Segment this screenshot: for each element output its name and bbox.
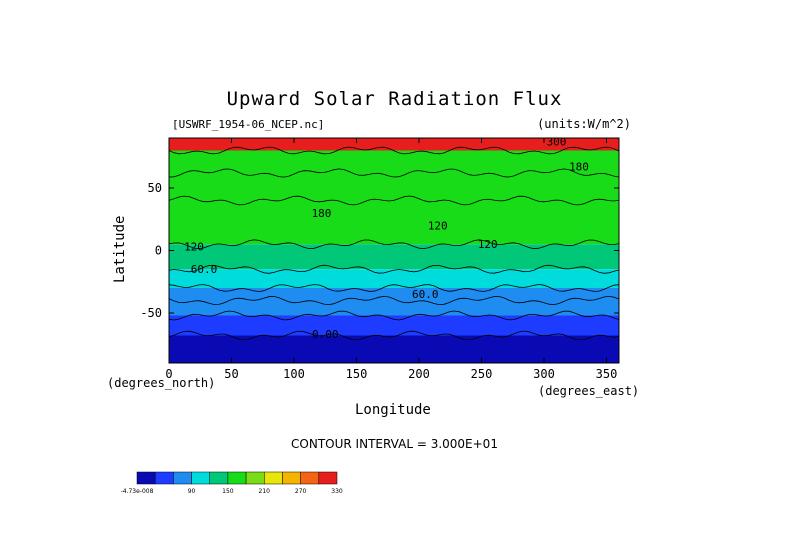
colorbar-label-2: 150 (222, 488, 234, 495)
heatmap-band-2 (169, 173, 619, 201)
heatmap-band-5 (169, 269, 619, 288)
colorbar-swatch-7 (264, 471, 283, 485)
heatmap-band-4 (169, 244, 619, 270)
chart-title: Upward Solar Radiation Flux (226, 88, 563, 110)
x-tick-label-4: 200 (408, 367, 430, 381)
x-unit-label: (degrees_east) (538, 384, 640, 398)
contour-label-5: 120 (184, 241, 204, 254)
colorbar-label-1: 90 (188, 488, 196, 495)
contour-line-7 (168, 310, 620, 321)
contour-line-5 (168, 284, 620, 292)
contour-label-3: 120 (428, 219, 448, 232)
units-label: (units:W/m^2) (537, 117, 631, 131)
x-tick-label-3: 150 (346, 367, 368, 381)
y-axis-label: Latitude (112, 215, 128, 283)
y-tick-label-1: 0 (155, 244, 162, 258)
contour-line-8 (168, 330, 620, 341)
colorbar-swatch-10 (318, 471, 338, 485)
contour-label-1: 180 (569, 161, 589, 174)
contour-line-3 (168, 239, 620, 250)
heatmap-band-1 (169, 150, 619, 173)
x-tick-label-2: 100 (283, 367, 305, 381)
heatmap-band-3 (169, 200, 619, 245)
colorbar-label-5: 330 (331, 488, 343, 495)
contour-label-7: 60.0 (412, 288, 439, 301)
heatmap-band-6 (169, 288, 619, 301)
y-tick-label-0: 50 (148, 181, 162, 195)
colorbar-swatch-1 (154, 471, 174, 485)
x-axis-label: Longitude (355, 402, 431, 418)
heatmap-band-0 (169, 138, 619, 151)
colorbar-swatch-9 (300, 471, 320, 485)
colorbar-swatch-5 (227, 471, 247, 485)
contour-line-6 (168, 295, 620, 306)
x-tick-label-6: 300 (533, 367, 555, 381)
x-tick-label-7: 350 (596, 367, 618, 381)
heatmap-band-8 (169, 315, 619, 336)
contour-label-4: 120 (478, 238, 498, 251)
contour-label-6: 60.0 (191, 263, 218, 276)
y-tick-label-2: -50 (140, 306, 162, 320)
colorbar-swatch-4 (209, 471, 229, 485)
heatmap-band-9 (169, 335, 619, 363)
contour-line-1 (168, 168, 620, 178)
file-label: [USWRF_1954-06_NCEP.nc] (172, 118, 325, 131)
colorbar-swatch-0 (136, 471, 156, 485)
colorbar-label-0: -4.73e-008 (121, 488, 154, 495)
contour-line-0 (168, 146, 620, 155)
contour-label-0: 300 (547, 136, 567, 149)
contour-label-2: 180 (312, 207, 332, 220)
contour-interval: CONTOUR INTERVAL = 3.000E+01 (291, 437, 498, 451)
colorbar-swatch-6 (245, 471, 265, 485)
x-tick-label-1: 50 (224, 367, 238, 381)
x-tick-label-0: 0 (165, 367, 172, 381)
x-tick-label-5: 250 (471, 367, 493, 381)
colorbar-label-4: 270 (295, 488, 307, 495)
y-unit-label: (degrees_north) (107, 376, 216, 390)
colorbar-swatch-2 (173, 471, 192, 485)
colorbar-label-3: 210 (259, 488, 271, 495)
contour-label-8: 0.00 (312, 328, 339, 341)
contour-line-2 (168, 195, 620, 206)
heatmap-band-7 (169, 300, 619, 316)
contour-line-4 (168, 264, 620, 274)
colorbar-swatch-8 (282, 471, 301, 485)
colorbar-swatch-3 (191, 471, 210, 485)
